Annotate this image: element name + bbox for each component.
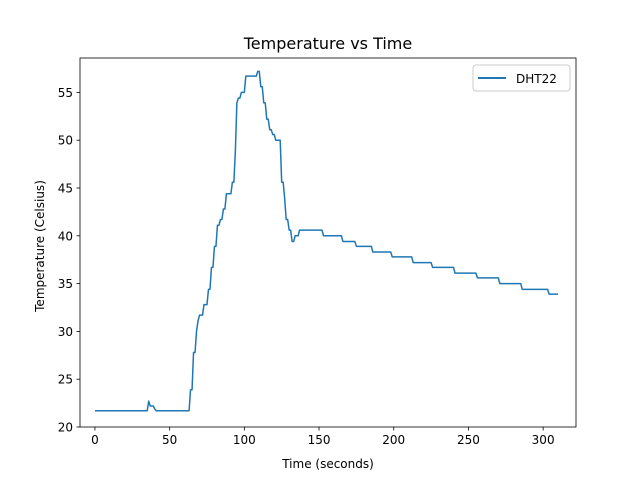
x-tick-label: 300 (532, 433, 555, 447)
plot-area: 0 50 100 150 200 250 300 20 25 30 35 40 45 50 55 (58, 57, 577, 447)
y-tick-label: 20 (58, 421, 73, 435)
x-tick-label: 50 (162, 433, 177, 447)
y-tick-label: 25 (58, 373, 73, 387)
x-tick-label: 250 (457, 433, 480, 447)
legend: DHT22 (472, 64, 571, 92)
y-tick-label: 55 (58, 86, 73, 100)
y-tick-label: 35 (58, 277, 73, 291)
y-tick-label: 40 (58, 229, 73, 243)
legend-label: DHT22 (516, 72, 557, 86)
legend-box (472, 64, 571, 92)
x-tick-label: 150 (308, 433, 331, 447)
axes-frame (79, 57, 577, 428)
chart-title: Temperature vs Time (243, 34, 412, 53)
series-line-0 (94, 70, 559, 412)
y-tick-label: 30 (58, 325, 73, 339)
x-axis-label: Time (seconds) (281, 457, 374, 471)
y-axis-label: Temperature (Celsius) (33, 180, 47, 313)
y-tick-label: 45 (58, 182, 73, 196)
x-tick-label: 0 (91, 433, 99, 447)
x-tick-label: 100 (233, 433, 256, 447)
x-tick-label: 200 (382, 433, 405, 447)
y-tick-label: 50 (58, 134, 73, 148)
